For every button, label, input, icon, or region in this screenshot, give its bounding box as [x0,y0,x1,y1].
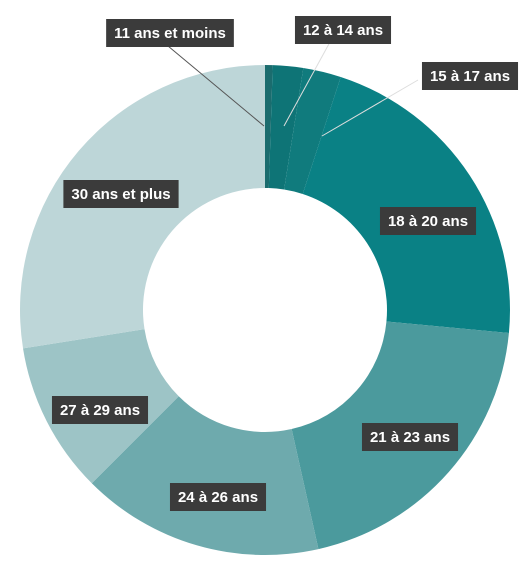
label-box [421,62,519,90]
wedge [302,76,510,334]
category-label: 11 ans et moins [114,25,226,42]
category-label: 15 à 17 ans [430,68,510,85]
label-box [379,207,477,235]
wedge [284,68,341,194]
wedge [268,65,304,190]
category-label: 24 à 26 ans [178,489,258,506]
label-box [106,19,234,47]
leader-line [283,41,331,127]
category-label: 21 à 23 ans [370,429,450,446]
wedge [91,396,319,555]
labels: 11 ans et moins 12 à 14 ans 15 à 17 ans 18 … [51,16,519,511]
category-label: 18 à 20 ans [388,213,468,230]
leaders [167,41,419,137]
label-box [169,483,267,511]
label-box [63,180,179,208]
label-box [361,423,459,451]
wedge [265,65,273,189]
label-box [51,396,149,424]
wedges [19,65,510,555]
category-label: 12 à 14 ans [303,22,383,39]
label-box [294,16,392,44]
category-label: 30 ans et plus [71,186,170,203]
category-label: 27 à 29 ans [60,402,140,419]
leader-line [321,79,419,137]
leader-line [167,45,265,127]
